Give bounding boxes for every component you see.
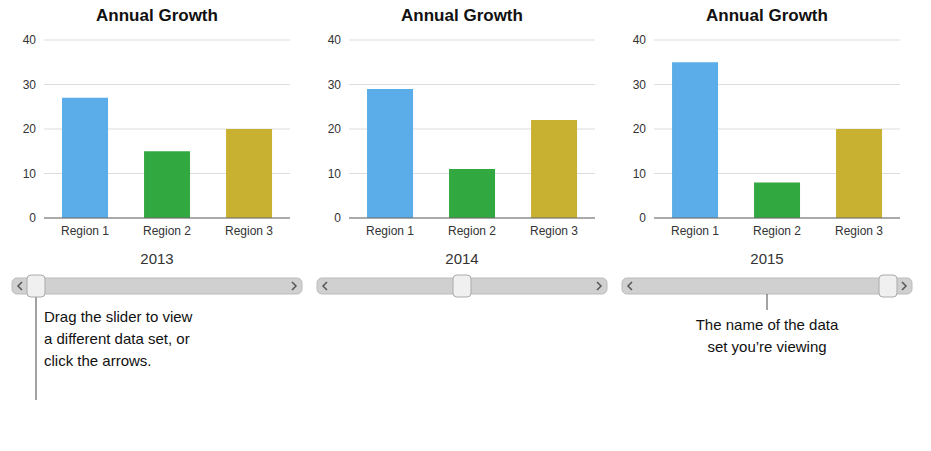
svg-text:40: 40 [633,33,647,47]
svg-text:20: 20 [633,122,647,136]
html-text:The name of the data set you’r: The name of the data set you’re viewing [695,316,839,355]
html-text:2015: 2015 [750,250,784,267]
svg-text:0: 0 [29,211,36,225]
svg-text:Region 2: Region 2 [753,224,801,238]
svg-text:30: 30 [633,78,647,92]
svg-text:10: 10 [633,167,647,181]
svg-text:Region 2: Region 2 [143,224,191,238]
svg-text:Region 3: Region 3 [530,224,578,238]
html-text:2013: 2013 [140,250,174,267]
svg-text:10: 10 [23,167,37,181]
svg-text:Region 1: Region 1 [61,224,109,238]
svg-text:Region 1: Region 1 [366,224,414,238]
html-text:Annual Growth: Annual Growth [401,6,523,25]
svg-text:Region 3: Region 3 [835,224,883,238]
svg-text:20: 20 [23,122,37,136]
html-text:2014: 2014 [445,250,479,267]
html-text:Annual Growth: Annual Growth [96,6,218,25]
html-text:Annual Growth: Annual Growth [706,6,828,25]
svg-text:30: 30 [23,78,37,92]
svg-text:20: 20 [328,122,342,136]
svg-text:40: 40 [328,33,342,47]
svg-text:Region 2: Region 2 [448,224,496,238]
svg-text:0: 0 [639,211,646,225]
html-text:Drag the slider to view a diff: Drag the slider to view a different data… [44,308,193,369]
svg-text:0: 0 [334,211,341,225]
svg-text:10: 10 [328,167,342,181]
svg-text:Region 1: Region 1 [671,224,719,238]
svg-text:Region 3: Region 3 [225,224,273,238]
svg-text:40: 40 [23,33,37,47]
svg-text:30: 30 [328,78,342,92]
